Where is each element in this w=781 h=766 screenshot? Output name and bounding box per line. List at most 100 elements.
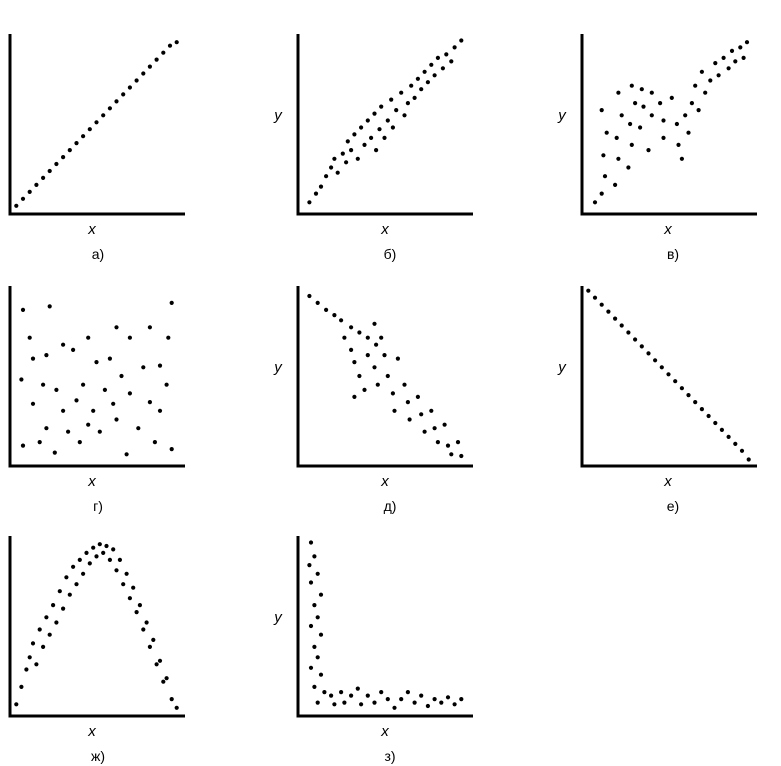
panel-7-point-43 xyxy=(157,658,163,663)
panel-7-point-24 xyxy=(94,554,99,559)
panel-6-point-13 xyxy=(666,372,671,377)
panel-5-point-3 xyxy=(324,307,329,312)
panel-4-point-4 xyxy=(27,335,32,340)
panel-4-point-11 xyxy=(30,356,36,361)
panel-1-point-8 xyxy=(61,155,66,160)
panel-3-point-29 xyxy=(683,113,688,118)
panel-7-point-3 xyxy=(24,667,29,672)
panel-6-point-6 xyxy=(619,323,624,328)
panel-2-point-15 xyxy=(362,142,367,147)
panel-2-point-36 xyxy=(429,62,434,67)
panel-8-caption: з) xyxy=(384,748,395,764)
panel-6-axes xyxy=(580,286,757,468)
panel-5-point-35 xyxy=(449,452,454,457)
panel-7-point-5 xyxy=(30,641,36,646)
panel-3-point-25 xyxy=(661,135,666,140)
panel-5-point-18 xyxy=(375,382,380,387)
panel-8-point-2 xyxy=(312,554,317,559)
panel-8-point-36 xyxy=(439,700,444,705)
panel-7-point-32 xyxy=(121,582,126,587)
panel-5-point-12 xyxy=(352,360,357,365)
panel-7-axes xyxy=(8,536,185,718)
panel-3-point-30 xyxy=(679,156,685,161)
panel-4-point-15 xyxy=(107,356,112,361)
panel-3-point-38 xyxy=(713,61,718,66)
panel-2-point-4 xyxy=(324,174,329,179)
panel-3-axes xyxy=(580,34,757,216)
panel-4-point-25 xyxy=(147,400,152,405)
panel-3-point-9 xyxy=(614,135,619,140)
panel-1-point-14 xyxy=(101,113,106,118)
panel-1-point-10 xyxy=(74,141,79,146)
panel-8-point-34 xyxy=(425,703,430,709)
panel-4-axes xyxy=(8,286,185,468)
panel-5-point-16 xyxy=(365,353,370,358)
panel-2-axes xyxy=(296,34,473,216)
panel-8-point-12 xyxy=(315,655,320,660)
panel-7-point-20 xyxy=(81,571,86,576)
panel-8-point-26 xyxy=(372,700,377,705)
panel-5-ylabel: y xyxy=(273,359,283,376)
panel-3-point-13 xyxy=(629,142,634,147)
panel-6-point-14 xyxy=(673,379,678,384)
panel-7-point-41 xyxy=(151,637,156,643)
panel-6-point-1 xyxy=(586,288,591,293)
panel-5-point-1 xyxy=(307,293,312,299)
panel-4-point-8 xyxy=(127,335,132,340)
panel-2-point-29 xyxy=(405,101,410,106)
panel-8-point-6 xyxy=(318,592,324,597)
panel-3-point-23 xyxy=(658,101,663,106)
panel-7-point-9 xyxy=(44,615,49,620)
panel-5-point-32 xyxy=(435,440,440,445)
panel-7-point-28 xyxy=(107,557,112,563)
panel-7-xlabel: x xyxy=(87,723,96,740)
panel-4-point-20 xyxy=(41,382,46,387)
panel-3-point-44 xyxy=(738,45,743,50)
panel-1-point-21 xyxy=(147,64,152,69)
panel-8-point-8 xyxy=(315,615,320,620)
panel-8-point-29 xyxy=(392,705,397,710)
panel-3-point-27 xyxy=(674,121,680,127)
panel-7-point-27 xyxy=(104,543,109,549)
panel-2-point-31 xyxy=(412,95,417,100)
panel-8-point-31 xyxy=(405,690,410,695)
panel-4-point-19 xyxy=(19,377,24,382)
panel-7-point-4 xyxy=(27,655,32,660)
panel-6-point-7 xyxy=(626,330,631,335)
panel-4-point-37 xyxy=(114,417,119,422)
panel-4-point-38 xyxy=(20,443,26,448)
panel-3-point-22 xyxy=(649,90,654,95)
panel-7-point-1 xyxy=(14,702,19,707)
panel-1-point-20 xyxy=(141,71,146,76)
panel-3-point-36 xyxy=(703,90,708,95)
panel-7-point-15 xyxy=(64,575,69,580)
panel-1-point-16 xyxy=(114,99,119,104)
panel-5-point-22 xyxy=(392,408,397,413)
panel-6-point-15 xyxy=(679,386,685,391)
panel-2-point-1 xyxy=(307,200,312,205)
panel-8-point-27 xyxy=(379,690,384,695)
panel-6-point-2 xyxy=(592,295,598,300)
panel-4-point-29 xyxy=(74,398,79,403)
panel-2-point-3 xyxy=(318,184,324,189)
panel-7-point-36 xyxy=(134,610,139,615)
panel-7-point-46 xyxy=(169,697,174,702)
panel-4-point-27 xyxy=(30,401,36,406)
panel-5-point-21 xyxy=(390,391,395,396)
panel-4-point-40 xyxy=(52,450,57,455)
panel-3-point-10 xyxy=(619,113,624,118)
panel-2-point-23 xyxy=(385,118,390,123)
panel-3-point-43 xyxy=(733,59,738,64)
panel-7-point-39 xyxy=(144,620,149,625)
panel-8-point-19 xyxy=(332,702,337,707)
panel-7-point-38 xyxy=(141,627,146,632)
panel-2-point-32 xyxy=(415,76,420,81)
panel-3-point-26 xyxy=(669,95,674,100)
panel-7-point-45 xyxy=(164,676,169,681)
panel-2-point-11 xyxy=(349,148,354,153)
panel-4-point-3 xyxy=(169,300,174,305)
panel-3-point-8 xyxy=(616,156,621,161)
panel-5-point-14 xyxy=(352,394,357,399)
panel-7-point-22 xyxy=(87,561,92,566)
panel-3-point-34 xyxy=(696,108,701,113)
